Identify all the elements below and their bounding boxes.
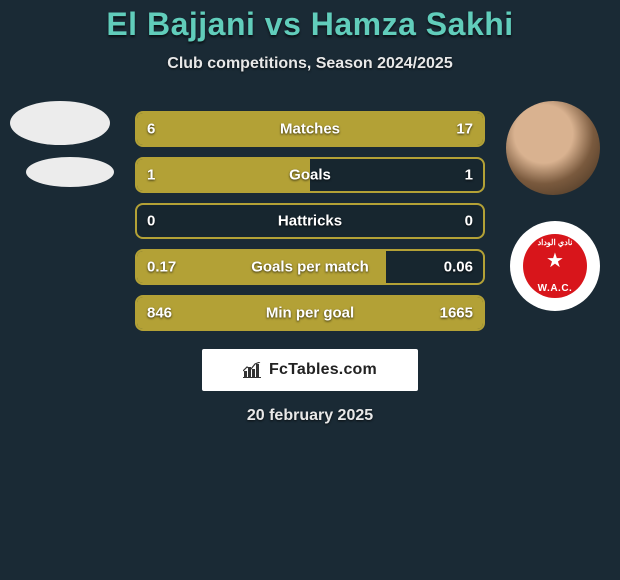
stat-bar-right xyxy=(241,113,483,145)
site-badge[interactable]: FcTables.com xyxy=(202,349,418,391)
stat-row: 1 1 Goals xyxy=(135,157,485,193)
stat-value-left: 0.17 xyxy=(147,259,176,276)
stat-label: Matches xyxy=(280,121,340,138)
stat-rows: 6 17 Matches 1 1 Goals 0 0 Hattricks 0.17 0.06 Goal… xyxy=(135,111,485,331)
player-right-club-logo: نادي الوداد ★ W.A.C. xyxy=(510,221,600,311)
stat-value-right: 1665 xyxy=(440,305,473,322)
player-left-club-logo xyxy=(26,157,114,187)
site-badge-text: FcTables.com xyxy=(269,361,377,379)
stat-row: 0.17 0.06 Goals per match xyxy=(135,249,485,285)
snapshot-date: 20 february 2025 xyxy=(0,407,620,425)
stat-value-right: 17 xyxy=(456,121,473,138)
stat-value-left: 0 xyxy=(147,213,155,230)
stat-row: 6 17 Matches xyxy=(135,111,485,147)
bar-chart-icon xyxy=(243,362,263,378)
stat-label: Min per goal xyxy=(266,305,354,322)
stat-row: 846 1665 Min per goal xyxy=(135,295,485,331)
comparison-subtitle: Club competitions, Season 2024/2025 xyxy=(0,55,620,73)
stat-value-right: 0 xyxy=(465,213,473,230)
stat-value-left: 846 xyxy=(147,305,172,322)
stat-value-right: 0.06 xyxy=(444,259,473,276)
player-right-avatar xyxy=(506,101,600,195)
stat-value-right: 1 xyxy=(465,167,473,184)
comparison-area: نادي الوداد ★ W.A.C. 617Matches11Goals00… xyxy=(0,111,620,331)
player-left-avatar xyxy=(10,101,110,145)
club-badge-inner: نادي الوداد ★ W.A.C. xyxy=(523,234,587,298)
stat-row: 0 0 Hattricks xyxy=(135,203,485,239)
stat-value-left: 1 xyxy=(147,167,155,184)
club-acronym: W.A.C. xyxy=(523,283,587,294)
club-arabic-text: نادي الوداد xyxy=(523,238,587,247)
stat-label: Hattricks xyxy=(278,213,342,230)
star-icon: ★ xyxy=(546,251,564,271)
stat-label: Goals per match xyxy=(251,259,369,276)
stat-label: Goals xyxy=(289,167,331,184)
stat-bar-left xyxy=(137,159,310,191)
stat-value-left: 6 xyxy=(147,121,155,138)
comparison-title: El Bajjani vs Hamza Sakhi xyxy=(0,6,620,43)
